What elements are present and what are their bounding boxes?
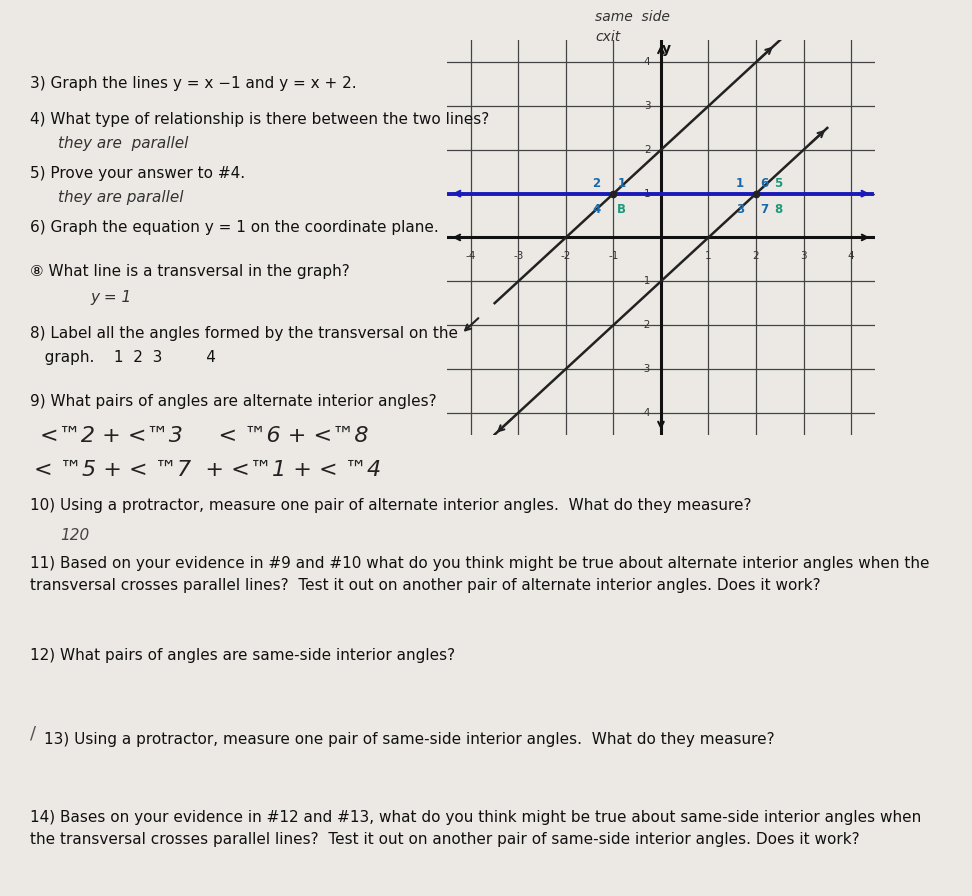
Text: 9) What pairs of angles are alternate interior angles?: 9) What pairs of angles are alternate in… <box>30 394 436 409</box>
Text: -3: -3 <box>641 364 650 374</box>
Text: cxit: cxit <box>595 30 620 44</box>
Text: 2: 2 <box>752 251 759 261</box>
Text: 4: 4 <box>592 203 601 216</box>
Text: 1: 1 <box>617 177 625 190</box>
Text: they are parallel: they are parallel <box>58 190 184 205</box>
Text: <™2 + <™3     < ™6 + <™8: <™2 + <™3 < ™6 + <™8 <box>40 426 368 446</box>
Text: -4: -4 <box>641 408 650 418</box>
Text: graph.    1  2  3         4: graph. 1 2 3 4 <box>30 350 216 365</box>
Text: -1: -1 <box>608 251 618 261</box>
Text: 6: 6 <box>760 177 768 190</box>
Text: -2: -2 <box>641 320 650 330</box>
Text: 2: 2 <box>592 177 600 190</box>
Text: 1: 1 <box>736 177 745 190</box>
Text: 7: 7 <box>760 203 768 216</box>
Text: transversal crosses parallel lines?  Test it out on another pair of alternate in: transversal crosses parallel lines? Test… <box>30 578 820 593</box>
Text: 11) Based on your evidence in #9 and #10 what do you think might be true about a: 11) Based on your evidence in #9 and #10… <box>30 556 929 571</box>
Text: ⑧ What line is a transversal in the graph?: ⑧ What line is a transversal in the grap… <box>30 264 350 279</box>
Text: 4) What type of relationship is there between the two lines?: 4) What type of relationship is there be… <box>30 112 489 127</box>
Text: 13) Using a protractor, measure one pair of same-side interior angles.  What do : 13) Using a protractor, measure one pair… <box>44 732 775 747</box>
Text: 3: 3 <box>800 251 807 261</box>
Text: 3) Graph the lines y = x −1 and y = x + 2.: 3) Graph the lines y = x −1 and y = x + … <box>30 76 357 91</box>
Text: y = 1: y = 1 <box>90 290 131 305</box>
Text: 8: 8 <box>774 203 782 216</box>
Text: 2: 2 <box>643 145 650 155</box>
Text: 1: 1 <box>643 189 650 199</box>
Text: 4: 4 <box>848 251 854 261</box>
Text: -1: -1 <box>641 276 650 286</box>
Text: same  side: same side <box>595 10 670 24</box>
Text: 12) What pairs of angles are same-side interior angles?: 12) What pairs of angles are same-side i… <box>30 648 455 663</box>
Text: B: B <box>617 203 626 216</box>
Text: 4: 4 <box>643 57 650 67</box>
Text: the transversal crosses parallel lines?  Test it out on another pair of same-sid: the transversal crosses parallel lines? … <box>30 832 859 847</box>
Text: -2: -2 <box>561 251 572 261</box>
Text: < ™5 + < ™7  + <™1 + < ™4: < ™5 + < ™7 + <™1 + < ™4 <box>34 460 381 480</box>
Text: 10) Using a protractor, measure one pair of alternate interior angles.  What do : 10) Using a protractor, measure one pair… <box>30 498 751 513</box>
Text: 8) Label all the angles formed by the transversal on the: 8) Label all the angles formed by the tr… <box>30 326 458 341</box>
Text: -3: -3 <box>513 251 524 261</box>
Text: 5) Prove your answer to #4.: 5) Prove your answer to #4. <box>30 166 245 181</box>
Text: 6) Graph the equation y = 1 on the coordinate plane.: 6) Graph the equation y = 1 on the coord… <box>30 220 438 235</box>
Text: -4: -4 <box>466 251 476 261</box>
Text: they are  parallel: they are parallel <box>58 136 189 151</box>
Text: /: / <box>30 724 36 742</box>
Text: y: y <box>662 42 671 56</box>
Text: 3: 3 <box>643 101 650 111</box>
Text: 3: 3 <box>736 203 745 216</box>
Text: 1: 1 <box>705 251 712 261</box>
Text: 14) Bases on your evidence in #12 and #13, what do you think might be true about: 14) Bases on your evidence in #12 and #1… <box>30 810 921 825</box>
Text: 5: 5 <box>774 177 782 190</box>
Text: 120: 120 <box>60 528 89 543</box>
